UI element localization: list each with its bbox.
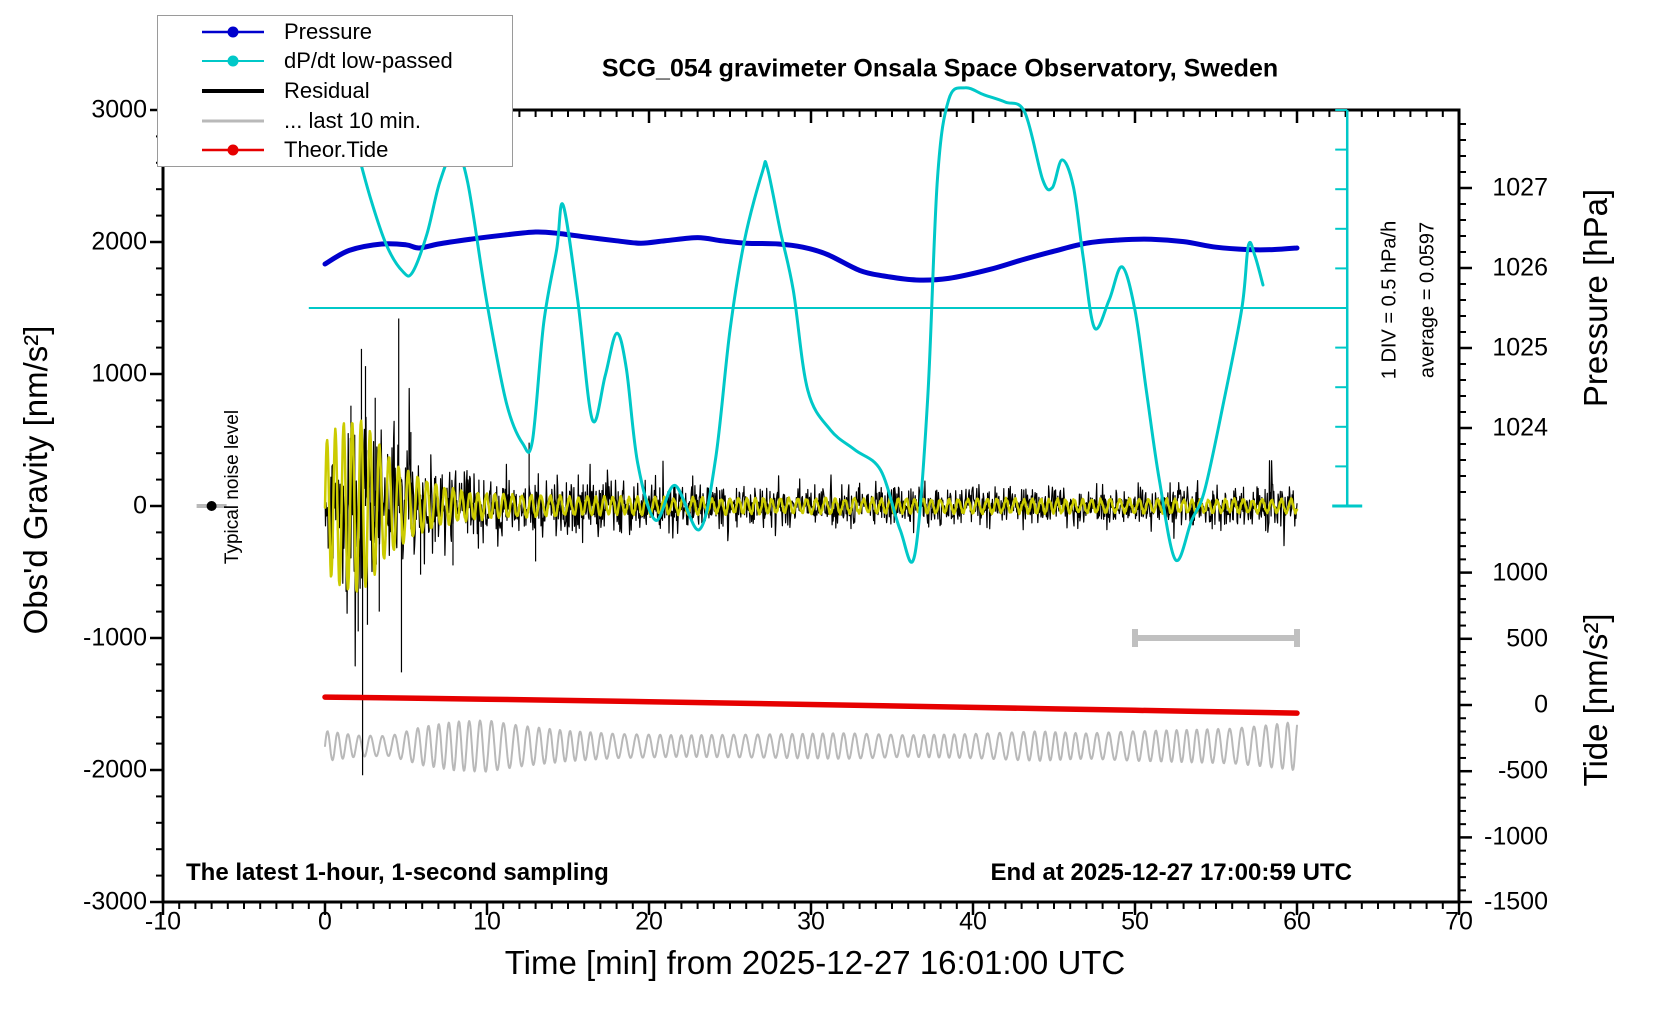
tide-tick-label: -1000 [1484,822,1548,851]
tide-tick-label: -500 [1497,756,1548,785]
legend-label: Theor.Tide [284,137,389,163]
x-tick-label: 0 [318,907,332,936]
legend-label: dP/dt low-passed [284,48,453,74]
legend-marker-dot [227,144,239,156]
tide-tick-label: 1000 [1492,558,1548,587]
pressure-tick-label: 1024 [1492,413,1548,442]
x-tick-label: -10 [144,907,182,936]
legend-item-tide: Theor.Tide [158,136,512,164]
tide-axis-title: Tide [nm/s²] [1577,613,1614,787]
legend-marker-dot [227,26,239,38]
sampling-note: The latest 1-hour, 1-second sampling [186,859,609,886]
x-tick-label: 10 [473,907,501,936]
gravity-tick-label: -2000 [83,755,147,784]
residual-line-icon [202,88,264,93]
x-tick-label: 30 [797,907,825,936]
legend-label: Residual [284,77,370,103]
pressure-line-icon [202,26,264,38]
series-residual [324,387,1298,667]
tide-tick-label: 500 [1506,624,1548,653]
legend-item-pressure: Pressure [158,18,512,46]
tide-tick-label: -1500 [1484,887,1548,916]
x-axis-title: Time [min] from 2025-12-27 16:01:00 UTC [504,944,1126,981]
legend: Pressure dP/dt low-passed Residual ... l… [157,15,513,167]
legend-item-dpdt: dP/dt low-passed [158,47,512,75]
noise-level-dot [206,501,217,511]
dpdt-line-icon [202,55,264,67]
series-last10min [324,719,1298,773]
chart-title: SCG_054 gravimeter Onsala Space Observat… [601,54,1279,83]
end-time-note: End at 2025-12-27 17:00:59 UTC [990,859,1353,886]
x-tick-label: 60 [1283,907,1311,936]
legend-label: ... last 10 min. [284,107,421,133]
gravity-tick-label: 0 [133,491,147,520]
last10-line-icon [202,119,264,123]
gravity-tick-label: 1000 [91,359,147,388]
pressure-tick-label: 1027 [1492,173,1548,202]
gravity-tick-label: -3000 [83,887,147,916]
noise-level-annotation: Typical noise level [222,409,243,565]
x-tick-label: 70 [1445,907,1473,936]
series-residual-lowpassed [323,419,1299,593]
gravity-axis-title: Obs'd Gravity [nm/s²] [17,325,54,635]
gravity-tick-label: 2000 [91,227,147,256]
pressure-axis-title: Pressure [hPa] [1577,188,1614,408]
legend-item-last10: ... last 10 min. [158,107,512,135]
x-tick-label: 20 [635,907,663,936]
pressure-tick-label: 1025 [1492,333,1548,362]
series-theor-tide [322,694,1300,716]
series-dpdt [338,83,1265,564]
average-annotation: average = 0.0597 [1416,221,1439,379]
tide-line-icon [202,144,264,156]
tide-tick-label: 0 [1534,690,1548,719]
gravity-tick-label: 3000 [91,95,147,124]
legend-label: Pressure [284,18,373,44]
legend-item-residual: Residual [158,77,512,105]
gravity-tick-label: -1000 [83,623,147,652]
series-pressure [322,229,1300,283]
x-tick-label: 40 [959,907,987,936]
div-scale-annotation: 1 DIV = 0.5 hPa/h [1378,220,1401,380]
legend-marker-dot [227,55,239,67]
x-tick-label: 50 [1121,907,1149,936]
pressure-tick-label: 1026 [1492,253,1548,282]
